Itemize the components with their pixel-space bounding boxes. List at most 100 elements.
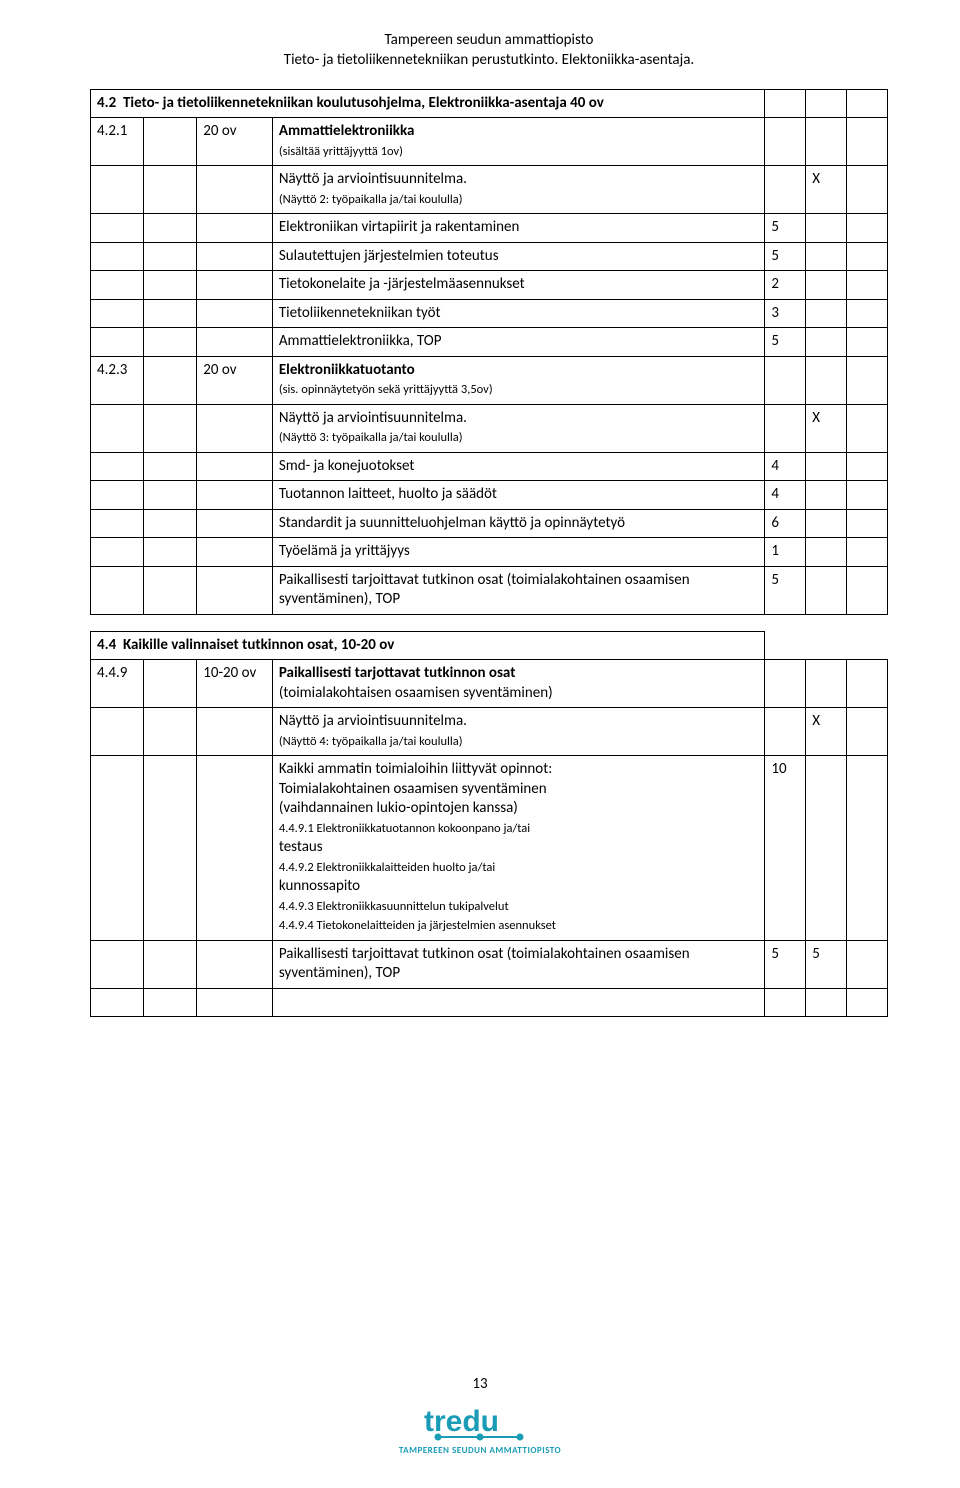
- header-line1: Tampereen seudun ammattiopisto: [90, 30, 888, 50]
- cell: [765, 356, 806, 404]
- cell: Ammattielektroniikka, TOP: [272, 328, 765, 357]
- page-number: 13: [0, 1375, 960, 1393]
- cell: [144, 538, 197, 567]
- cell: [806, 660, 847, 708]
- table-body-2: 4.4 Kaikille valinnaiset tutkinnon osat,…: [91, 631, 888, 1017]
- cell: [91, 566, 144, 614]
- cell: [197, 509, 273, 538]
- cell: Työelämä ja yrittäjyys: [272, 538, 765, 567]
- table-row: Tietoliikennetekniikan työt3: [91, 299, 888, 328]
- cell: [806, 988, 847, 1017]
- cell: [91, 328, 144, 357]
- cell: [847, 481, 888, 510]
- table-row: Elektroniikan virtapiirit ja rakentamine…: [91, 214, 888, 243]
- table-row: Tuotannon laitteet, huolto ja säädöt4: [91, 481, 888, 510]
- cell: [91, 708, 144, 756]
- cell: Elektroniikkatuotanto(sis. opinnäytetyön…: [272, 356, 765, 404]
- cell: [144, 452, 197, 481]
- cell: [847, 271, 888, 300]
- cell: [847, 118, 888, 166]
- page: Tampereen seudun ammattiopisto Tieto- ja…: [0, 0, 960, 1488]
- table-row: 4.2.120 ovAmmattielektroniikka(sisältää …: [91, 118, 888, 166]
- table-row: Tietokonelaite ja -järjestelmäasennukset…: [91, 271, 888, 300]
- cell: [197, 708, 273, 756]
- table-row: 4.4 Kaikille valinnaiset tutkinnon osat,…: [91, 631, 888, 660]
- header-line2: Tieto- ja tietoliikennetekniikan perustu…: [90, 50, 888, 70]
- cell: [806, 452, 847, 481]
- cell: X: [806, 708, 847, 756]
- cell: [847, 538, 888, 567]
- cell: [197, 988, 273, 1017]
- cell: [765, 708, 806, 756]
- cell: [144, 708, 197, 756]
- cell: [847, 566, 888, 614]
- cell: [91, 271, 144, 300]
- cell: [806, 89, 847, 118]
- cell: 4.2 Tieto- ja tietoliikennetekniikan kou…: [91, 89, 765, 118]
- cell: 4.2.1: [91, 118, 144, 166]
- cell: [91, 404, 144, 452]
- cell: Näyttö ja arviointisuunnitelma.(Näyttö 2…: [272, 166, 765, 214]
- cell: [847, 708, 888, 756]
- cell: [144, 356, 197, 404]
- cell: [806, 242, 847, 271]
- cell: 6: [765, 509, 806, 538]
- table-row: [91, 988, 888, 1017]
- cell: [847, 356, 888, 404]
- cell: Sulautettujen järjestelmien toteutus: [272, 242, 765, 271]
- cell: [144, 299, 197, 328]
- cell: [197, 166, 273, 214]
- cell: Paikallisesti tarjoittavat tutkinon osat…: [272, 940, 764, 988]
- cell: [806, 509, 847, 538]
- cell: Näyttö ja arviointisuunnitelma.(Näyttö 4…: [272, 708, 764, 756]
- cell: [765, 89, 806, 118]
- curriculum-table-2: 4.4 Kaikille valinnaiset tutkinnon osat,…: [90, 631, 888, 1018]
- cell: [144, 328, 197, 357]
- cell: [197, 940, 273, 988]
- cell: Elektroniikan virtapiirit ja rakentamine…: [272, 214, 765, 243]
- cell: 4.2.3: [91, 356, 144, 404]
- cell: [806, 214, 847, 243]
- page-footer: 13 tredu TAMPEREEN SEUDUN AMMATTIOPISTO: [0, 1375, 960, 1456]
- cell: [91, 166, 144, 214]
- cell: Näyttö ja arviointisuunnitelma.(Näyttö 3…: [272, 404, 765, 452]
- cell: 3: [765, 299, 806, 328]
- cell: [197, 481, 273, 510]
- table-row: 4.2 Tieto- ja tietoliikennetekniikan kou…: [91, 89, 888, 118]
- cell: [197, 566, 273, 614]
- cell: [197, 756, 273, 941]
- cell: 5: [765, 242, 806, 271]
- page-header: Tampereen seudun ammattiopisto Tieto- ja…: [90, 30, 888, 71]
- cell: 4.4 Kaikille valinnaiset tutkinnon osat,…: [91, 631, 765, 660]
- cell: Kaikki ammatin toimialoihin liittyvät op…: [272, 756, 764, 941]
- cell: [765, 660, 806, 708]
- cell: X: [806, 404, 847, 452]
- cell: [806, 118, 847, 166]
- cell: [144, 988, 197, 1017]
- cell: [91, 756, 144, 941]
- logo-subtitle: TAMPEREEN SEUDUN AMMATTIOPISTO: [0, 1445, 960, 1456]
- cell: 5: [765, 328, 806, 357]
- cell: [197, 404, 273, 452]
- cell: [765, 166, 806, 214]
- cell: 2: [765, 271, 806, 300]
- logo: tredu TAMPEREEN SEUDUN AMMATTIOPISTO: [0, 1401, 960, 1456]
- cell: [91, 509, 144, 538]
- cell: 4: [765, 481, 806, 510]
- cell: [847, 214, 888, 243]
- cell: [144, 660, 197, 708]
- cell: 20 ov: [197, 118, 273, 166]
- cell: [847, 166, 888, 214]
- cell: Paikallisesti tarjottavat tutkinnon osat…: [272, 660, 764, 708]
- cell: [197, 452, 273, 481]
- cell: [765, 988, 806, 1017]
- cell: [91, 481, 144, 510]
- cell: [806, 481, 847, 510]
- cell: [144, 481, 197, 510]
- cell: [197, 242, 273, 271]
- cell: [144, 271, 197, 300]
- cell: 5: [765, 566, 806, 614]
- cell: [847, 452, 888, 481]
- cell: [806, 299, 847, 328]
- table-row: Paikallisesti tarjoittavat tutkinon osat…: [91, 566, 888, 614]
